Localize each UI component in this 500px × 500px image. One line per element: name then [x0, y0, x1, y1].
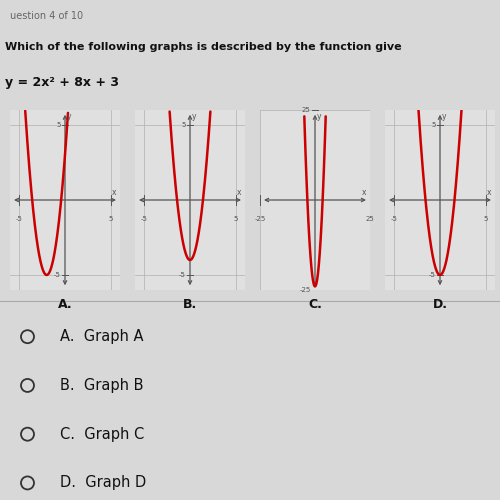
Text: y: y — [192, 112, 196, 121]
Text: -5: -5 — [390, 216, 398, 222]
Text: -25: -25 — [300, 287, 310, 293]
Text: y: y — [66, 112, 71, 121]
Text: A.: A. — [58, 298, 72, 310]
Text: 5: 5 — [431, 122, 436, 128]
Text: 5: 5 — [234, 216, 238, 222]
Text: B.: B. — [183, 298, 197, 310]
Text: C.: C. — [308, 298, 322, 310]
Text: 5: 5 — [108, 216, 113, 222]
Text: 25: 25 — [366, 216, 374, 222]
Text: -5: -5 — [428, 272, 436, 278]
Text: x: x — [487, 188, 492, 196]
Text: C.  Graph C: C. Graph C — [60, 426, 144, 442]
Text: -5: -5 — [140, 216, 147, 222]
Text: -5: -5 — [54, 272, 60, 278]
Text: uestion 4 of 10: uestion 4 of 10 — [10, 10, 83, 20]
Text: 5: 5 — [181, 122, 186, 128]
Text: D.  Graph D: D. Graph D — [60, 476, 146, 490]
Text: y = 2x² + 8x + 3: y = 2x² + 8x + 3 — [5, 76, 119, 88]
Text: Which of the following graphs is described by the function give: Which of the following graphs is describ… — [5, 42, 402, 52]
Text: 25: 25 — [302, 107, 310, 113]
Text: y: y — [316, 112, 321, 121]
Text: -5: -5 — [16, 216, 22, 222]
Text: B.  Graph B: B. Graph B — [60, 378, 144, 393]
Text: x: x — [112, 188, 117, 196]
Text: 5: 5 — [484, 216, 488, 222]
Text: D.: D. — [432, 298, 448, 310]
Text: x: x — [238, 188, 242, 196]
Text: y: y — [442, 112, 446, 121]
Text: x: x — [362, 188, 367, 196]
Text: -5: -5 — [178, 272, 186, 278]
Text: 5: 5 — [56, 122, 60, 128]
Text: -25: -25 — [254, 216, 266, 222]
Text: A.  Graph A: A. Graph A — [60, 329, 144, 344]
